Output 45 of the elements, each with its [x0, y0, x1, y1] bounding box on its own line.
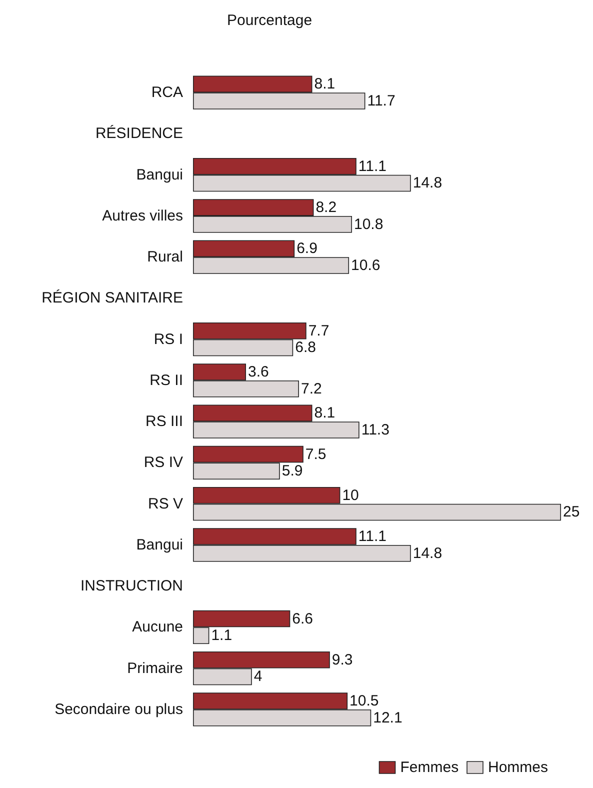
y-tick-label: RCA	[151, 84, 183, 102]
legend-label: Hommes	[488, 759, 548, 776]
y-tick-label: RS IV	[144, 454, 183, 472]
data-label: 6.9	[296, 240, 318, 258]
y-tick-label: RS I	[154, 330, 183, 348]
data-label: 12.1	[373, 709, 402, 726]
data-label: 11.3	[361, 421, 390, 438]
data-label: 10.8	[354, 216, 384, 233]
data-label: 1.1	[211, 627, 232, 644]
data-label: 14.8	[412, 174, 442, 192]
data-label: 10.5	[350, 692, 379, 710]
y-tick-label: RÉSIDENCE	[95, 124, 183, 142]
data-label: 8.2	[316, 199, 337, 216]
y-tick-label: INSTRUCTION	[80, 578, 183, 595]
data-label: 25	[563, 504, 580, 521]
y-tick-label: Rural	[147, 248, 183, 266]
y-tick-label: Primaire	[127, 660, 183, 677]
y-tick-label: RS V	[148, 495, 183, 512]
data-label: 7.5	[305, 446, 326, 463]
data-label: 3.6	[248, 364, 269, 381]
data-label: 8.1	[314, 76, 336, 93]
data-label: 6.6	[292, 610, 314, 628]
data-label: 11.1	[358, 158, 386, 175]
data-label: 8.1	[314, 404, 336, 422]
y-tick-label: Aucune	[132, 618, 183, 636]
data-label: 14.8	[412, 544, 442, 562]
data-label: 9.3	[332, 651, 353, 668]
chart-title: Pourcentage	[227, 12, 312, 29]
y-tick-label: Autres villes	[102, 207, 183, 224]
data-label: 10.6	[351, 256, 380, 274]
data-label: 10	[342, 486, 359, 504]
data-label: 11.1	[358, 528, 386, 546]
y-tick-label: Bangui	[136, 166, 183, 184]
data-label: 11.7	[367, 92, 396, 110]
y-tick-label: Secondaire ou plus	[54, 700, 183, 718]
y-tick-label: RÉGION SANITAIRE	[42, 288, 183, 307]
data-label: 6.8	[295, 339, 316, 356]
data-label: 7.7	[308, 322, 330, 340]
y-tick-label: Bangui	[136, 536, 183, 554]
data-label: 5.9	[282, 462, 303, 480]
legend-label: Femmes	[400, 759, 459, 776]
y-tick-label: RS III	[145, 413, 183, 430]
data-label: 7.2	[300, 380, 322, 398]
y-tick-label: RS II	[150, 372, 183, 389]
data-label: 4	[254, 668, 262, 686]
